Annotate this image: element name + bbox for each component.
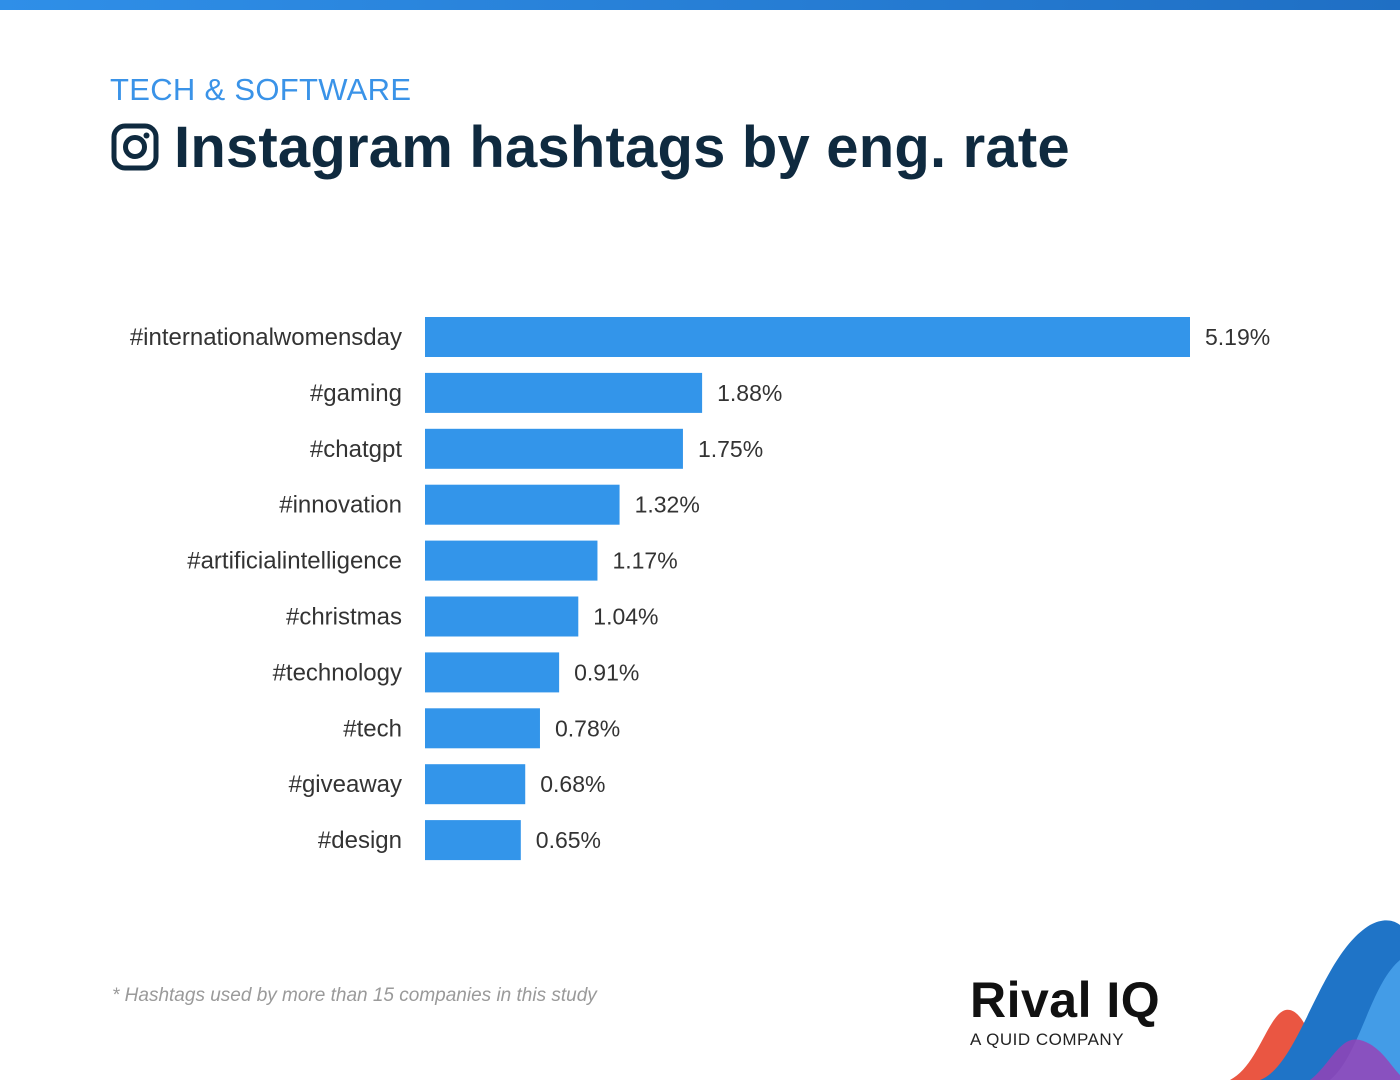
- footnote: * Hashtags used by more than 15 companie…: [112, 985, 597, 1006]
- instagram-icon: [111, 123, 159, 171]
- category-label: TECH & SOFTWARE: [110, 72, 412, 107]
- value-label-chatgpt: 1.75%: [698, 436, 763, 462]
- value-label-artificialintelligence: 1.17%: [612, 548, 677, 574]
- value-label-tech: 0.78%: [555, 715, 620, 741]
- category-label-design: #design: [318, 827, 402, 854]
- bar-gaming: [425, 372, 703, 413]
- title-row: Instagram hashtags by eng. rate: [110, 112, 1070, 182]
- value-label-technology: 0.91%: [574, 659, 639, 685]
- bar-christmas: [425, 596, 579, 637]
- bar-design: [425, 820, 521, 861]
- bar-technology: [425, 652, 560, 693]
- bar-giveaway: [425, 764, 526, 805]
- logo-subtitle: A QUID COMPANY: [970, 1030, 1125, 1049]
- bar-chatgpt: [425, 428, 683, 469]
- value-label-design: 0.65%: [536, 827, 601, 853]
- bar-artificialintelligence: [425, 540, 598, 581]
- bar-tech: [425, 708, 540, 749]
- category-label-artificialintelligence: #artificialintelligence: [187, 548, 402, 575]
- category-label-technology: #technology: [273, 659, 402, 686]
- value-label-giveaway: 0.68%: [540, 771, 605, 797]
- category-label-christmas: #christmas: [286, 604, 402, 631]
- top-accent-stripe: [0, 0, 1400, 10]
- category-label-giveaway: #giveaway: [289, 771, 402, 798]
- category-label-gaming: #gaming: [310, 380, 402, 407]
- category-label-internationalwomensday: #internationalwomensday: [130, 324, 402, 351]
- bar-innovation: [425, 484, 620, 525]
- logo-name: Rival IQ: [970, 972, 1161, 1028]
- rival-iq-logo: Rival IQ A QUID COMPANY: [970, 972, 1160, 1050]
- chart-title: Instagram hashtags by eng. rate: [174, 114, 1070, 180]
- value-label-gaming: 1.88%: [717, 380, 782, 406]
- bar-internationalwomensday: [425, 317, 1190, 357]
- category-label-innovation: #innovation: [279, 492, 402, 519]
- value-label-innovation: 1.32%: [635, 492, 700, 518]
- decorative-corner-wave: [1230, 920, 1400, 1080]
- category-label-chatgpt: #chatgpt: [310, 436, 402, 463]
- value-label-internationalwomensday: 5.19%: [1205, 324, 1270, 350]
- value-label-christmas: 1.04%: [593, 604, 658, 630]
- category-label-tech: #tech: [343, 715, 402, 742]
